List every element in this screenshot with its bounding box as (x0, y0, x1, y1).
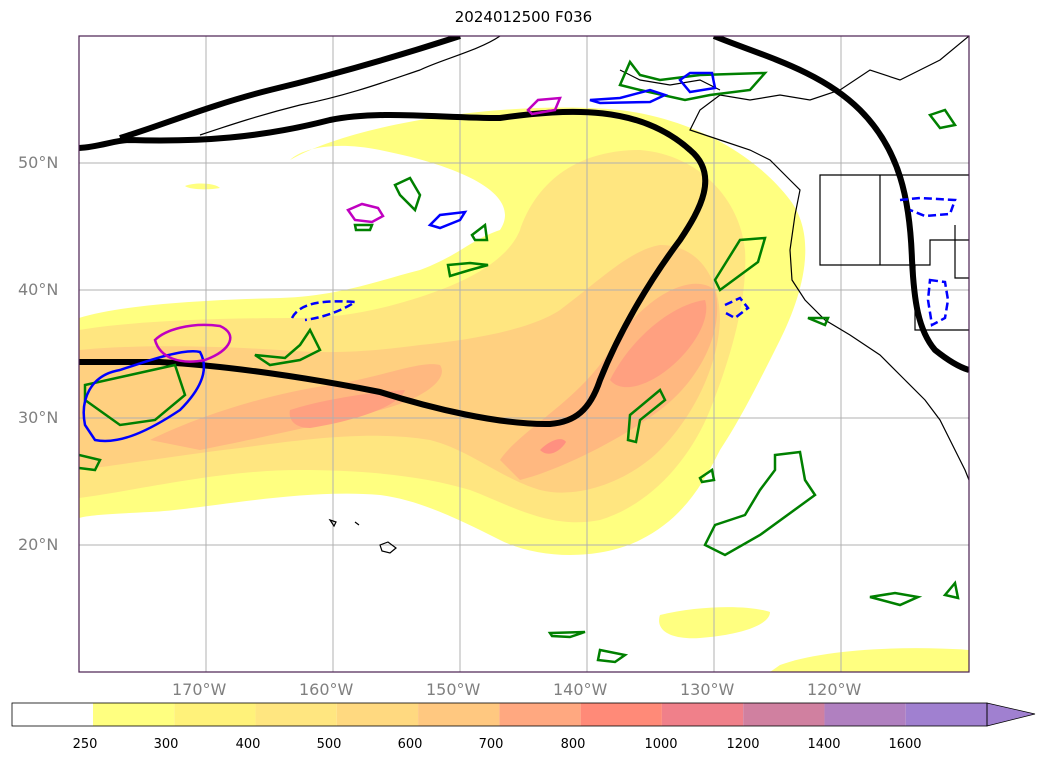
colorbar-tick: 600 (397, 737, 423, 752)
colorbar-box (743, 703, 825, 726)
magenta-contours (153, 96, 562, 363)
lat-label-20n: 20°N (18, 535, 59, 554)
colorbar-tick: 500 (316, 737, 342, 752)
green-contours (79, 59, 960, 664)
lat-label-30n: 30°N (18, 408, 59, 427)
lon-label-120w: 120°W (807, 680, 862, 699)
colorbar-box (580, 703, 662, 726)
lon-label-170w: 170°W (172, 680, 227, 699)
colorbar-tick: 800 (560, 737, 586, 752)
colorbar-tick: 1400 (807, 737, 841, 752)
lat-label-50n: 50°N (18, 153, 59, 172)
lon-label-130w: 130°W (680, 680, 735, 699)
lon-label-140w: 140°W (553, 680, 608, 699)
colorbar-box (418, 703, 500, 726)
graticule (79, 36, 969, 672)
colorbar-tick: 700 (478, 737, 504, 752)
ivt-shading (79, 107, 969, 672)
lat-label-40n: 40°N (18, 280, 59, 299)
colorbar-box (661, 703, 744, 726)
colorbar-tick: 250 (72, 737, 98, 752)
colorbar-box (255, 703, 337, 726)
colorbar-tick: 1200 (726, 737, 760, 752)
colorbar-box (174, 703, 256, 726)
colorbar-box (824, 703, 906, 726)
map-title: 2024012500 F036 (454, 8, 593, 26)
colorbar-box (12, 703, 93, 726)
colorbar-box (905, 703, 987, 726)
colorbar-tick: 1600 (888, 737, 922, 752)
colorbar-box (336, 703, 419, 726)
lon-label-150w: 150°W (426, 680, 481, 699)
colorbar-box (93, 703, 175, 726)
threshold-contours (79, 36, 969, 428)
colorbar-tick: 300 (153, 737, 179, 752)
colorbar-tick: 1000 (644, 737, 678, 752)
lon-label-160w: 160°W (299, 680, 354, 699)
colorbar (11, 702, 1036, 727)
blue-contours (82, 71, 957, 443)
colorbar-tick: 400 (235, 737, 261, 752)
colorbar-box (499, 703, 581, 726)
